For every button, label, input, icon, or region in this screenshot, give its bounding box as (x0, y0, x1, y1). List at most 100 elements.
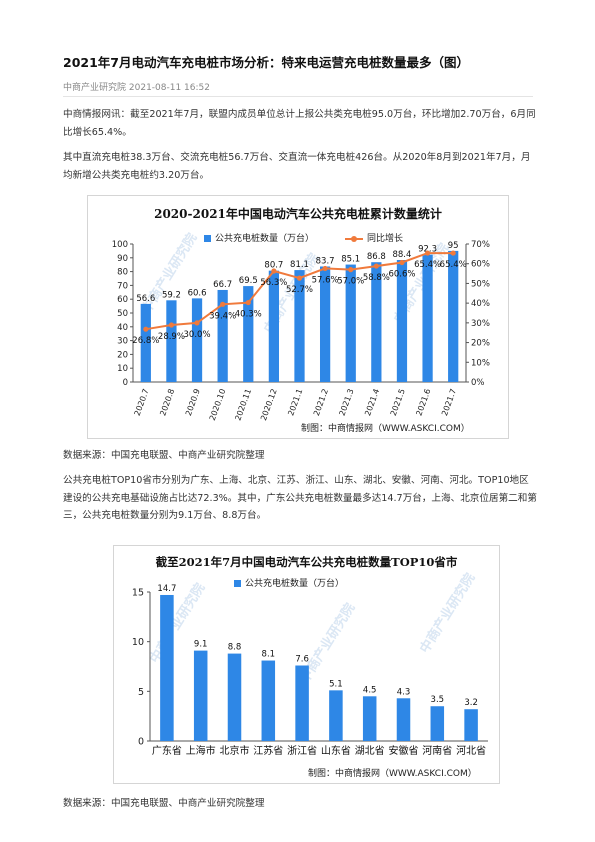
y2-tick-label: 20% (471, 339, 490, 349)
bar (193, 650, 208, 741)
bar (422, 254, 433, 382)
bar-value-label: 95 (448, 241, 459, 251)
y2-tick-label: 30% (471, 319, 490, 329)
x-tick-label: 2020.11 (233, 388, 253, 422)
bar-value-label: 81.1 (290, 260, 309, 270)
x-tick-label: 江苏省 (253, 744, 283, 757)
bar-value-label: 56.6 (136, 294, 155, 304)
bar (448, 250, 459, 382)
growth-value-label: 57.6% (312, 275, 339, 285)
chart-title: 截至2021年7月中国电动汽车公共充电桩数量TOP10省市 (155, 555, 458, 569)
legend-item-bars: 公共充电桩数量（万台） (234, 576, 344, 589)
data-source-2: 数据来源：中国充电联盟、中商产业研究院整理 (63, 798, 265, 809)
legend-swatch-bar (234, 580, 241, 587)
bar-value-label: 59.2 (162, 290, 181, 300)
article-source[interactable]: 中商产业研究院 (63, 83, 127, 93)
legend-label: 公共充电桩数量（万台） (215, 234, 315, 244)
x-tick-label: 2020.8 (158, 388, 176, 417)
bar-value-label: 4.5 (363, 685, 377, 695)
growth-point (245, 299, 251, 306)
growth-point (194, 320, 200, 326)
chart-credit: 制图：中商情报网（WWW.ASKCI.COM） (301, 424, 470, 434)
growth-value-label: 30.0% (184, 330, 211, 340)
bar (268, 270, 280, 382)
bar-value-label: 14.7 (157, 584, 176, 594)
y2-tick-label: 60% (471, 260, 490, 270)
y2-tick-label: 0% (471, 378, 485, 388)
y-tick-label: 80 (117, 268, 128, 278)
x-tick-label: 广东省 (152, 744, 182, 757)
growth-value-label: 56.3% (260, 278, 287, 288)
bar-value-label: 3.2 (464, 698, 478, 708)
x-tick-label: 安徽省 (389, 744, 419, 757)
bar (140, 303, 151, 382)
bar-value-label: 66.7 (213, 280, 232, 290)
bar-value-label: 5.1 (329, 679, 343, 689)
y-tick-label: 15 (132, 588, 144, 599)
x-tick-label: 上海市 (186, 744, 216, 757)
growth-value-label: 58.8% (363, 273, 390, 283)
growth-point (450, 250, 456, 256)
x-tick-label: 湖北省 (355, 744, 385, 757)
bar (329, 690, 343, 741)
data-source-1: 数据来源：中国充电联盟、中商产业研究院整理 (63, 450, 265, 461)
x-tick-label: 2020.12 (259, 388, 279, 422)
chart-credit: 制图：中商情报网（WWW.ASKCI.COM） (308, 769, 477, 779)
legend-swatch-bar (204, 235, 211, 242)
bar (166, 300, 177, 382)
bar-value-label: 4.3 (397, 687, 411, 697)
bar-value-label: 9.1 (194, 640, 208, 650)
bar-value-label: 8.1 (262, 650, 276, 660)
growth-point (296, 275, 303, 281)
growth-value-label: 26.8% (132, 336, 159, 346)
growth-value-label: 60.6% (388, 270, 415, 280)
paragraph-2: 其中直流充电桩38.3万台、交流充电桩56.7万台、交直流一体充电桩426台。从… (63, 152, 531, 181)
bar-value-label: 86.8 (367, 252, 386, 262)
article-title: 2021年7月电动汽车充电桩市场分析：特来电运营充电桩数量最多（图） (63, 55, 469, 70)
x-tick-label: 2021.1 (286, 388, 304, 417)
y-tick-label: 10 (117, 364, 128, 374)
chart-plot: 0 10 20 30 40 50 60 70 80 90 100 0% 10% 20% 30% 40% 50% 6… (112, 240, 490, 422)
bar-value-label: 85.1 (341, 255, 360, 265)
x-tick-label: 2020.9 (184, 388, 202, 417)
legend-item-bars: 公共充电桩数量（万台） (204, 231, 314, 244)
legend-label: 公共充电桩数量（万台） (245, 579, 345, 589)
growth-point (424, 250, 431, 256)
y-tick-label: 20 (117, 350, 128, 360)
legend-item-line: 同比增长 (345, 231, 403, 244)
paragraph-1: 中商情报网讯：截至2021年7月，联盟内成员单位总计上报公共类充电桩95.0万台… (63, 109, 536, 138)
paragraph-3: 公共充电桩TOP10省市分别为广东、上海、北京、江苏、浙江、山东、湖北、安徽、河… (63, 475, 537, 521)
growth-value-label: 57.0% (337, 277, 364, 287)
growth-point (168, 322, 175, 328)
growth-point (373, 263, 379, 269)
x-tick-label: 河南省 (422, 744, 452, 757)
bar-value-label: 88.4 (392, 250, 411, 260)
x-tick-label: 2021.5 (389, 388, 407, 417)
bar-value-label: 3.5 (431, 695, 445, 705)
bar (217, 289, 228, 382)
bar-value-label: 8.8 (228, 643, 242, 653)
growth-point (348, 267, 354, 273)
bar-value-label: 69.5 (239, 276, 258, 286)
growth-point (322, 265, 328, 272)
y2-tick-label: 50% (471, 279, 490, 289)
y-tick-label: 40 (117, 323, 128, 333)
bar-value-label: 92.3 (418, 245, 437, 255)
chart-title: 2020-2021年中国电动汽车公共充电桩累计数量统计 (154, 207, 442, 221)
x-tick-label: 浙江省 (287, 744, 317, 757)
bar (464, 709, 478, 741)
x-tick-label: 2021.4 (363, 388, 381, 417)
bar (319, 266, 331, 382)
legend-swatch-line (345, 235, 363, 242)
legend-label: 同比增长 (367, 234, 404, 244)
bar-value-label: 60.6 (188, 288, 207, 298)
x-tick-label: 河北省 (456, 744, 486, 757)
growth-value-label: 28.9% (158, 332, 185, 342)
growth-point (271, 268, 277, 274)
y-tick-label: 5 (138, 687, 144, 698)
y-tick-label: 70 (117, 281, 128, 291)
chart-top10-provinces: 中商产业研究院 中商产业研究院 中商产业研究院 截至2021年7月中国电动汽车公… (113, 545, 500, 784)
chart-cumulative-chargers: 中商产业研究院 中商产业研究院 中商产业研究院 2020-2021年中国电动汽车… (87, 195, 509, 439)
growth-value-label: 40.3% (235, 310, 262, 320)
bar (160, 594, 174, 741)
